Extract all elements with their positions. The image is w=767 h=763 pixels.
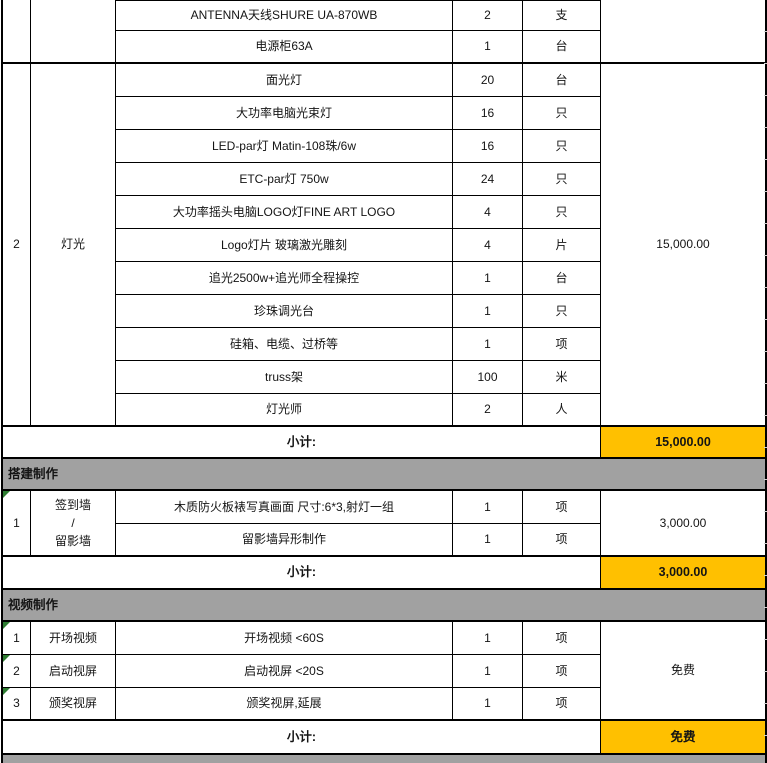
item-desc-cell[interactable]: ANTENNA天线SHURE UA-870WB (116, 0, 453, 31)
item-unit-cell[interactable]: 项 (523, 524, 601, 557)
video-subtotal-label[interactable]: 小计: (3, 721, 601, 755)
item-unit-cell[interactable]: 支 (523, 0, 601, 31)
prev-section-no-cell[interactable] (3, 0, 31, 64)
video-category-cell[interactable]: 颁奖视屏 (31, 688, 116, 721)
item-qty-cell[interactable]: 4 (453, 229, 523, 262)
section-header-build[interactable]: 搭建制作 (3, 459, 765, 491)
item-desc-cell[interactable]: 面光灯 (116, 64, 453, 97)
build-subtotal-label[interactable]: 小计: (3, 557, 601, 590)
item-qty-cell[interactable]: 4 (453, 196, 523, 229)
item-desc-cell[interactable]: 启动视屏 <20S (116, 655, 453, 688)
build-category-line: 留影墙 (54, 534, 91, 548)
build-category-line: 签到墙 (54, 498, 91, 512)
item-desc-cell[interactable]: 开场视频 <60S (116, 622, 453, 655)
item-unit-cell[interactable]: 项 (523, 491, 601, 524)
item-unit-cell[interactable]: 台 (523, 64, 601, 97)
item-unit-cell[interactable]: 只 (523, 295, 601, 328)
item-unit-cell[interactable]: 项 (523, 622, 601, 655)
item-unit-cell[interactable]: 只 (523, 130, 601, 163)
item-unit-cell[interactable]: 人 (523, 394, 601, 427)
item-unit-cell[interactable]: 只 (523, 196, 601, 229)
lighting-subtotal-label[interactable]: 小计: (3, 427, 601, 459)
cell-flag-icon (3, 655, 10, 662)
lighting-subtotal-value[interactable]: 15,000.00 (601, 427, 765, 459)
item-unit-cell[interactable]: 项 (523, 688, 601, 721)
item-desc-cell[interactable]: ETC-par灯 750w (116, 163, 453, 196)
item-desc-cell[interactable]: truss架 (116, 361, 453, 394)
video-category-cell[interactable]: 开场视频 (31, 622, 116, 655)
item-qty-cell[interactable]: 16 (453, 97, 523, 130)
item-qty-cell[interactable]: 24 (453, 163, 523, 196)
lighting-category-cell[interactable]: 灯光 (31, 64, 116, 427)
item-qty-cell[interactable]: 2 (453, 0, 523, 31)
item-desc-cell[interactable]: 大功率摇头电脑LOGO灯FINE ART LOGO (116, 196, 453, 229)
lighting-price-cell[interactable]: 15,000.00 (601, 64, 765, 427)
item-unit-cell[interactable]: 项 (523, 328, 601, 361)
item-desc-cell[interactable]: 电源柜63A (116, 31, 453, 64)
build-price-cell[interactable]: 3,000.00 (601, 491, 765, 557)
item-qty-cell[interactable]: 1 (453, 262, 523, 295)
build-category-cell[interactable]: 签到墙 / 留影墙 (31, 491, 116, 557)
item-qty-cell[interactable]: 1 (453, 524, 523, 557)
cell-flag-icon (3, 622, 10, 629)
item-qty-cell[interactable]: 16 (453, 130, 523, 163)
build-no-cell[interactable]: 1 (3, 491, 31, 557)
item-desc-cell[interactable]: 留影墙异形制作 (116, 524, 453, 557)
video-category-cell[interactable]: 启动视屏 (31, 655, 116, 688)
item-qty-cell[interactable]: 1 (453, 295, 523, 328)
item-desc-cell[interactable]: LED-par灯 Matin-108珠/6w (116, 130, 453, 163)
item-desc-cell[interactable]: 硅箱、电缆、过桥等 (116, 328, 453, 361)
build-category-line: / (71, 516, 75, 530)
item-unit-cell[interactable]: 米 (523, 361, 601, 394)
item-qty-cell[interactable]: 100 (453, 361, 523, 394)
item-qty-cell[interactable]: 20 (453, 64, 523, 97)
section-header-next-partial[interactable] (3, 755, 765, 763)
item-unit-cell[interactable]: 只 (523, 97, 601, 130)
item-desc-cell[interactable]: 灯光师 (116, 394, 453, 427)
video-no: 2 (13, 663, 20, 678)
build-no: 1 (13, 515, 20, 530)
item-qty-cell[interactable]: 1 (453, 688, 523, 721)
item-qty-cell[interactable]: 1 (453, 655, 523, 688)
sheet-gridline-stubs (764, 0, 767, 763)
build-subtotal-value[interactable]: 3,000.00 (601, 557, 765, 590)
item-qty-cell[interactable]: 1 (453, 328, 523, 361)
item-unit-cell[interactable]: 只 (523, 163, 601, 196)
item-desc-cell[interactable]: 追光2500w+追光师全程操控 (116, 262, 453, 295)
prev-section-price-cell[interactable] (601, 0, 765, 64)
item-qty-cell[interactable]: 1 (453, 491, 523, 524)
lighting-no-cell[interactable]: 2 (3, 64, 31, 427)
item-qty-cell[interactable]: 1 (453, 622, 523, 655)
item-desc-cell[interactable]: 颁奖视屏,延展 (116, 688, 453, 721)
item-desc-cell[interactable]: Logo灯片 玻璃激光雕刻 (116, 229, 453, 262)
item-unit-cell[interactable]: 台 (523, 31, 601, 64)
section-header-video[interactable]: 视频制作 (3, 590, 765, 622)
cell-flag-icon (3, 491, 10, 498)
video-no-cell[interactable]: 3 (3, 688, 31, 721)
item-desc-cell[interactable]: 大功率电脑光束灯 (116, 97, 453, 130)
prev-section-category-cell[interactable] (31, 0, 116, 64)
item-qty-cell[interactable]: 2 (453, 394, 523, 427)
video-price-cell[interactable]: 免费 (601, 622, 765, 721)
item-desc-cell[interactable]: 珍珠调光台 (116, 295, 453, 328)
item-unit-cell[interactable]: 台 (523, 262, 601, 295)
video-subtotal-value[interactable]: 免费 (601, 721, 765, 755)
video-no-cell[interactable]: 2 (3, 655, 31, 688)
item-desc-cell[interactable]: 木质防火板裱写真画面 尺寸:6*3,射灯一组 (116, 491, 453, 524)
video-no: 3 (13, 696, 20, 711)
item-unit-cell[interactable]: 项 (523, 655, 601, 688)
item-qty-cell[interactable]: 1 (453, 31, 523, 64)
video-no-cell[interactable]: 1 (3, 622, 31, 655)
item-unit-cell[interactable]: 片 (523, 229, 601, 262)
video-no: 1 (13, 630, 20, 645)
cell-flag-icon (3, 688, 10, 695)
